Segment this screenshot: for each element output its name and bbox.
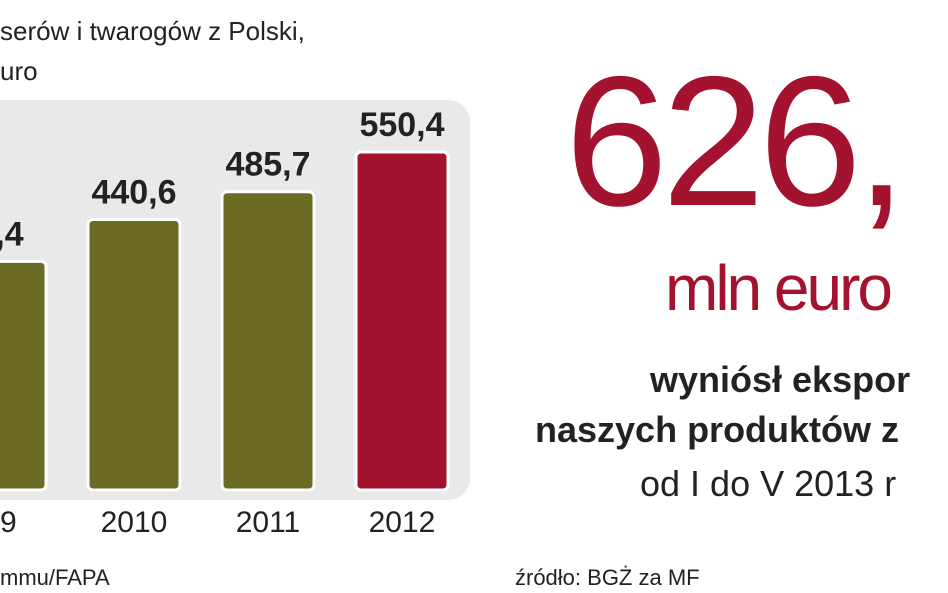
x-tick-label: 2011 [236, 506, 301, 539]
data-label: 2,4 [0, 215, 24, 253]
highlight-line: od I do V 2013 r [640, 463, 896, 504]
x-tick-label: 2012 [369, 506, 436, 539]
chart-source: mmu/FAPA [0, 565, 110, 590]
x-tick-label: 09 [0, 506, 17, 539]
bar [0, 259, 48, 492]
highlight-number: 626, [565, 39, 901, 245]
data-label: 440,6 [91, 173, 176, 211]
bar [354, 150, 450, 492]
chart-title: serów i twarogów z Polski, [0, 16, 305, 46]
highlight-line: naszych produktów z [535, 409, 899, 450]
chart-subtitle: uro [0, 56, 38, 86]
data-label: 485,7 [225, 146, 310, 184]
highlight-line: wyniósł ekspor [649, 359, 910, 400]
data-label: 550,4 [359, 106, 444, 144]
bar [86, 217, 182, 492]
bar [220, 190, 316, 492]
x-tick-label: 2010 [101, 506, 168, 539]
highlight-source: źródło: BGŻ za MF [515, 565, 700, 590]
highlight-unit: mln euro [665, 252, 890, 324]
